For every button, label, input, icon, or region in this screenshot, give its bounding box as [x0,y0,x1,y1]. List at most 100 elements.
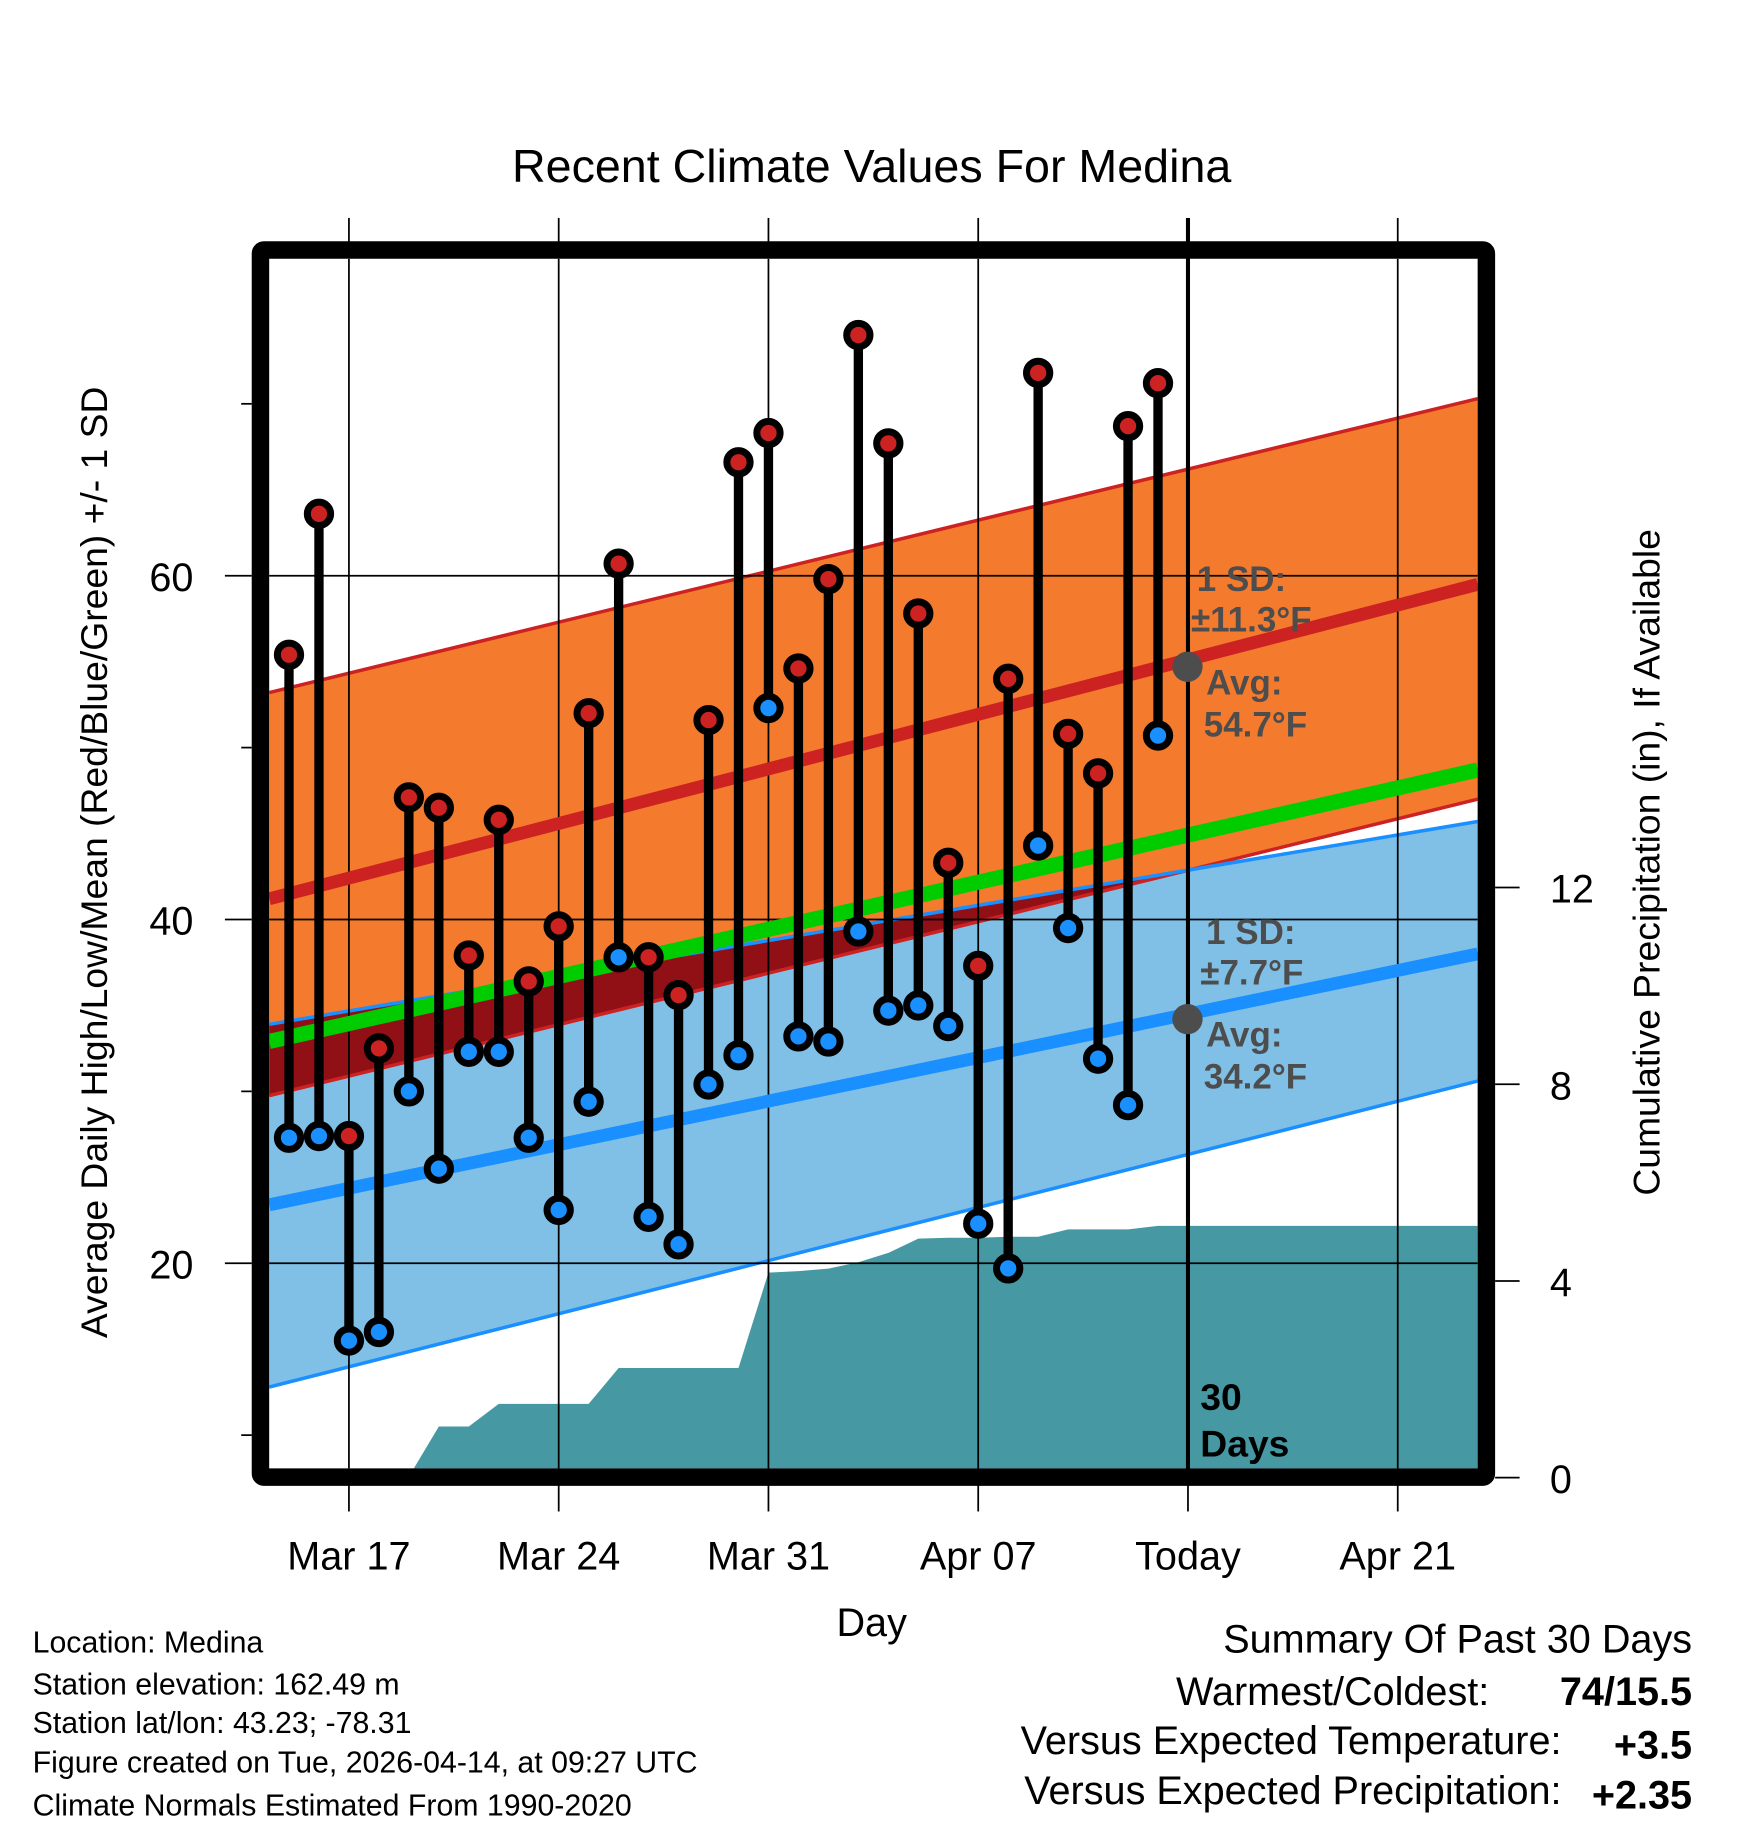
low-temp-point [1022,830,1054,861]
y-axis-title: Average Daily High/Low/Mean (Red/Blue/Gr… [73,387,115,1338]
high-temp-point [423,792,454,823]
low-band-lower-edge [269,1079,1478,1389]
elevation-text: Station elevation: 162.49 m [33,1668,400,1701]
high-temp-point [993,663,1024,694]
high-temp-point [303,498,335,529]
y-tick-label: 40 [149,900,193,944]
low-avg-today-marker [1172,1004,1203,1035]
precip-vs-expected-value: +2.35 [1592,1774,1692,1818]
low-temp-point [363,1316,395,1348]
high-temp-point [903,598,934,629]
high-temp-point [1052,718,1084,749]
high-temp-point [543,911,574,942]
days-label-text: Days [1200,1423,1289,1465]
low-temp-point [1052,912,1084,944]
y2-axis-title: Cumulative Precipitation (in), If Availa… [1625,529,1667,1196]
low-temp-point [1142,720,1174,751]
warmest-coldest-label: Warmest/Coldest: [1176,1670,1489,1714]
low-avg-label: Avg: [1206,1015,1282,1054]
high-temp-point [813,563,844,595]
high-temp-point [843,319,874,351]
high-avg-line [269,578,1478,906]
high-avg-label: Avg: [1206,664,1282,703]
low-temp-point [963,1208,994,1239]
high-band-upper-edge [269,396,1478,695]
high-temp-point [273,639,305,670]
low-temp-point [1112,1089,1144,1121]
y2-tick-label: 0 [1550,1458,1572,1502]
y2-tick-label: 8 [1550,1064,1572,1108]
precipitation-area [413,1225,1478,1469]
high-temp-point [663,979,694,1011]
high-temp-point [633,942,664,973]
days-label-number: 30 [1200,1376,1241,1418]
low-temp-point [1082,1043,1114,1074]
high-temp-point [1142,368,1174,399]
high-temp-point [1022,357,1054,389]
x-tick-label: Mar 31 [707,1535,830,1579]
y2-tick-label: 4 [1550,1261,1572,1305]
low-temp-point [603,942,634,973]
low-temp-point [903,990,934,1021]
low-temp-point [393,1076,425,1107]
summary: Summary Of Past 30 Days Warmest/Coldest:… [1021,1617,1692,1817]
low-temp-point [513,1122,544,1153]
high-temp-point [603,548,634,579]
high-avg-value: 54.7°F [1204,706,1307,745]
location-text: Location: Medina [33,1626,264,1659]
temp-vs-expected-value: +3.5 [1614,1724,1692,1768]
low-temp-point [543,1194,574,1226]
y-tick-label: 60 [149,556,193,600]
chart-title: Recent Climate Values For Medina [512,140,1231,192]
low-temp-point [813,1026,844,1057]
low-temp-point [633,1201,664,1232]
low-avg-value: 34.2°F [1204,1057,1307,1096]
low-temp-point [873,995,904,1026]
high-temp-point [483,804,514,835]
low-temp-point [453,1036,484,1067]
low-temp-point [573,1086,604,1117]
low-temp-point [843,916,874,947]
high-temp-point [333,1120,365,1152]
low-temp-point [993,1253,1024,1284]
low-temp-point [723,1040,754,1071]
high-sd-label: 1 SD: [1197,560,1286,599]
x-tick-label: Mar 17 [287,1535,410,1579]
high-sd-value: ±11.3°F [1191,601,1312,640]
low-temp-point [303,1120,335,1152]
high-temp-point [873,428,904,459]
low-sd-band [269,821,1478,1388]
high-temp-point [363,1033,395,1064]
x-tick-label: Mar 24 [497,1535,620,1579]
latlon-text: Station lat/lon: 43.23; -78.31 [33,1707,412,1740]
x-axis-title: Day [836,1601,907,1645]
low-temp-point [483,1036,514,1067]
summary-title: Summary Of Past 30 Days [1223,1617,1692,1661]
high-temp-point [453,940,484,971]
low-temp-point [423,1153,454,1184]
normals-text: Climate Normals Estimated From 1990-2020 [33,1790,632,1823]
high-temp-point [393,782,425,813]
low-temp-point [663,1229,694,1260]
high-temp-point [723,447,754,478]
x-tick-label: Apr 07 [920,1535,1037,1579]
high-temp-point [963,950,994,982]
low-temp-point [753,692,784,724]
low-temp-point [783,1021,814,1052]
station-info: Location: Medina Station elevation: 162.… [33,1626,698,1822]
high-annotation: 1 SD: ±11.3°F Avg: 54.7°F [1172,560,1312,745]
x-tick-label: Apr 21 [1339,1535,1456,1579]
high-temp-point [693,704,724,736]
low-temp-point [933,1010,964,1042]
y2-tick-label: 12 [1550,868,1594,912]
high-temp-point [753,417,784,449]
high-temp-point [933,847,964,878]
low-annotation: 1 SD: ±7.7°F Avg: 34.2°F [1172,913,1307,1096]
high-temp-point [513,966,544,997]
created-text: Figure created on Tue, 2026-04-14, at 09… [33,1747,698,1780]
high-temp-point [1112,411,1144,442]
high-temp-point [783,653,814,684]
y-tick-label: 20 [149,1243,193,1287]
low-temp-point [693,1069,724,1100]
